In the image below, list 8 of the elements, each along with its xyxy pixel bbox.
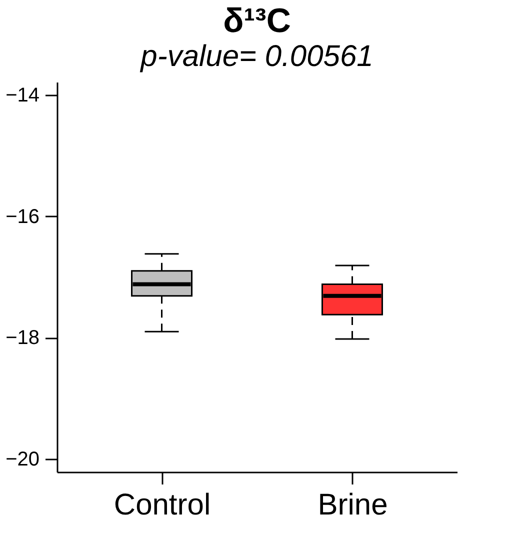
- x-tick-label: Brine: [318, 488, 388, 522]
- x-tick-label: Control: [114, 488, 211, 522]
- y-tick-label: −18: [6, 327, 40, 350]
- y-tick-label: −20: [6, 448, 40, 471]
- y-tick-label: −16: [6, 206, 40, 228]
- chart-subtitle: p-value= 0.00561: [140, 40, 374, 73]
- chart-title: δ¹³C: [223, 2, 291, 40]
- y-tick-label: −14: [6, 84, 40, 106]
